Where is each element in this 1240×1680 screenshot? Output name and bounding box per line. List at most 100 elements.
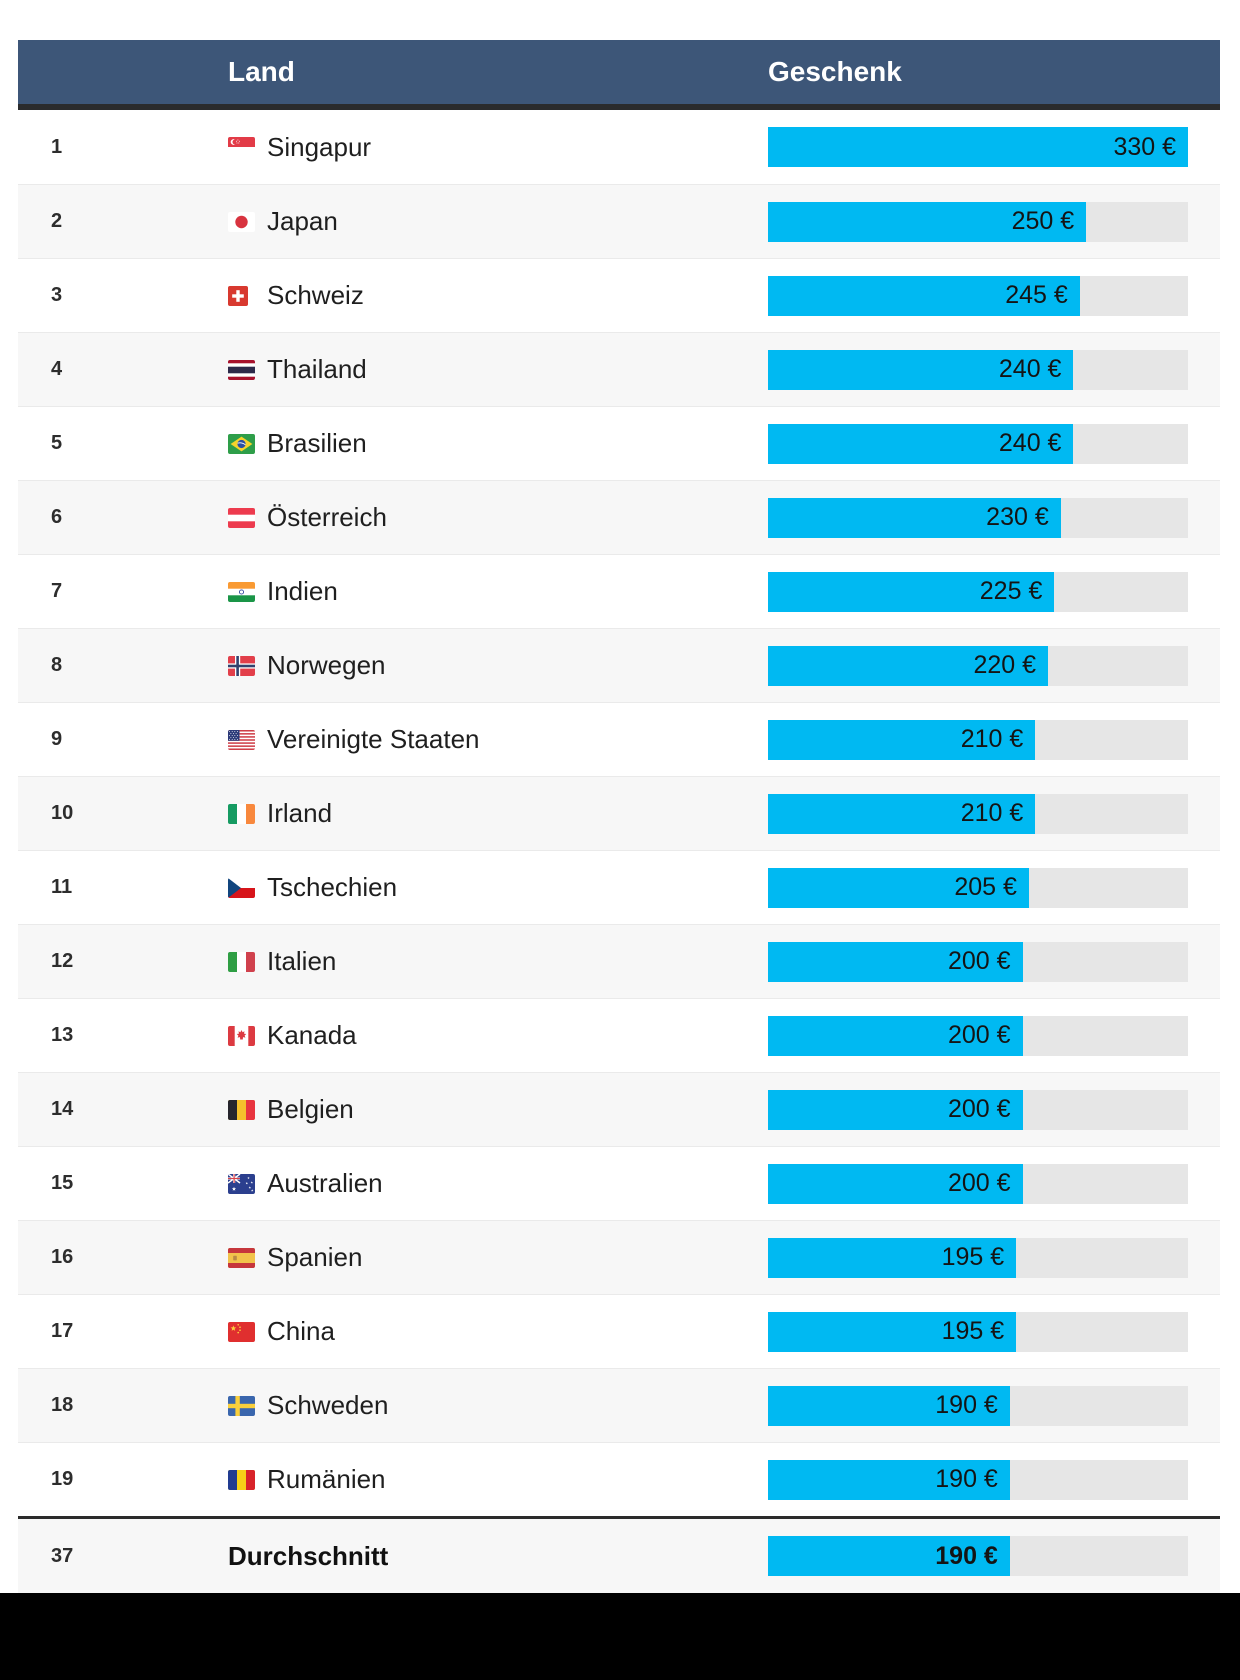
country-label: Spanien xyxy=(267,1242,363,1272)
bar-track: 240 € xyxy=(768,349,1188,390)
flag-au-icon xyxy=(228,1173,255,1194)
bar-cell: 230 € xyxy=(768,497,1220,538)
bar-cell: 200 € xyxy=(768,941,1220,982)
rank-label: 9 xyxy=(51,728,63,750)
rank-label: 6 xyxy=(51,506,63,528)
country-label: Vereinigte Staaten xyxy=(267,724,480,754)
bar-value-label: 200 € xyxy=(947,1169,1011,1197)
table-row: 4 Thailand 240 € xyxy=(18,332,1220,406)
rank-label: 37 xyxy=(51,1544,74,1567)
bar-track: 250 € xyxy=(768,201,1188,242)
flag-be-icon xyxy=(228,1099,255,1120)
country-label: Schweden xyxy=(267,1390,389,1420)
rank-label: 15 xyxy=(51,1172,74,1194)
country-label: Singapur xyxy=(267,131,372,162)
table-row: 13 Kanada 200 € xyxy=(18,998,1220,1072)
country-label: Irland xyxy=(267,798,333,828)
flag-ca-icon xyxy=(228,1025,255,1046)
flag-sg-icon xyxy=(228,137,255,157)
bottom-black-band xyxy=(0,1593,1240,1680)
header-geschenk: Geschenk xyxy=(768,56,902,87)
rank-label: 5 xyxy=(51,432,63,454)
bar-value-label: 200 € xyxy=(947,947,1011,975)
rank-label: 12 xyxy=(51,950,74,972)
table-row: 19 Rumänien 190 € xyxy=(18,1442,1220,1516)
bar-cell: 330 € xyxy=(768,127,1220,167)
header-land: Land xyxy=(228,56,295,87)
country-label: Japan xyxy=(267,206,338,236)
bar-cell: 240 € xyxy=(768,423,1220,464)
flag-ch-icon xyxy=(228,285,255,306)
bar-cell: 220 € xyxy=(768,645,1220,686)
rank-label: 18 xyxy=(51,1394,74,1416)
bar-cell: 190 € xyxy=(768,1459,1220,1500)
country-label: Italien xyxy=(267,946,337,976)
bar-fill: 200 € xyxy=(768,1015,1023,1056)
bar-value-label: 200 € xyxy=(947,1095,1011,1123)
bar-value-label: 210 € xyxy=(960,799,1024,827)
bar-value-label: 195 € xyxy=(941,1317,1005,1345)
bar-fill: 245 € xyxy=(768,275,1080,316)
bar-fill: 200 € xyxy=(768,1163,1023,1204)
bar-value-label: 200 € xyxy=(947,1021,1011,1049)
bar-value-label: 190 € xyxy=(935,1465,998,1493)
bar-cell: 205 € xyxy=(768,867,1220,908)
bar-track: 195 € xyxy=(768,1311,1188,1352)
bar-cell: 240 € xyxy=(768,349,1220,390)
country-label: Indien xyxy=(267,576,338,606)
rank-label: 7 xyxy=(51,580,63,602)
table-row: 15 Australien 200 € xyxy=(18,1146,1220,1220)
bar-fill: 225 € xyxy=(768,571,1055,612)
bar-track: 205 € xyxy=(768,867,1188,908)
country-label: Durchschnitt xyxy=(228,1540,389,1571)
rank-label: 11 xyxy=(51,876,73,898)
bar-track: 200 € xyxy=(768,941,1188,982)
bar-fill: 220 € xyxy=(768,645,1048,686)
bar-cell: 245 € xyxy=(768,275,1220,316)
table-row: 14 Belgien 200 € xyxy=(18,1072,1220,1146)
rank-label: 8 xyxy=(51,654,63,676)
bar-fill: 200 € xyxy=(768,941,1023,982)
table-row: 11 Tschechien 205 € xyxy=(18,850,1220,924)
bar-track: 200 € xyxy=(768,1015,1188,1056)
average-row-container: 37 Durchschnitt 190 € xyxy=(18,1519,1220,1593)
bar-value-label: 245 € xyxy=(1005,281,1068,309)
bar-fill: 330 € xyxy=(768,127,1188,167)
flag-th-icon xyxy=(228,359,255,380)
flag-cn-icon xyxy=(228,1321,255,1342)
bar-track: 200 € xyxy=(768,1089,1188,1130)
bar-track: 245 € xyxy=(768,275,1188,316)
bar-value-label: 225 € xyxy=(979,577,1043,605)
bar-cell: 250 € xyxy=(768,201,1220,242)
bar-fill: 190 € xyxy=(768,1385,1010,1426)
table-row: 1 Singapur 330 € xyxy=(18,110,1220,184)
country-label: Norwegen xyxy=(267,650,386,680)
bar-cell: 190 € xyxy=(768,1536,1220,1576)
flag-es-icon xyxy=(228,1247,255,1268)
bar-value-label: 210 € xyxy=(960,725,1024,753)
bar-fill: 205 € xyxy=(768,867,1029,908)
flag-ro-icon xyxy=(228,1469,255,1490)
top-margin xyxy=(0,0,1240,40)
bar-value-label: 250 € xyxy=(1011,207,1075,235)
rank-label: 13 xyxy=(51,1024,74,1046)
flag-cz-icon xyxy=(228,877,255,898)
country-label: Brasilien xyxy=(267,428,367,458)
bar-cell: 200 € xyxy=(768,1163,1220,1204)
country-label: Australien xyxy=(267,1168,383,1198)
bar-track: 195 € xyxy=(768,1237,1188,1278)
bar-track: 190 € xyxy=(768,1459,1188,1500)
bar-cell: 225 € xyxy=(768,571,1220,612)
country-label: Belgien xyxy=(267,1094,354,1124)
bar-cell: 200 € xyxy=(768,1089,1220,1130)
bar-track: 210 € xyxy=(768,793,1188,834)
flag-ie-icon xyxy=(228,803,255,824)
bar-fill: 190 € xyxy=(768,1459,1010,1500)
flag-br-icon xyxy=(228,433,255,454)
bar-cell: 195 € xyxy=(768,1311,1220,1352)
country-label: China xyxy=(267,1316,335,1346)
bar-track: 230 € xyxy=(768,497,1188,538)
bar-track: 240 € xyxy=(768,423,1188,464)
flag-se-icon xyxy=(228,1395,255,1416)
